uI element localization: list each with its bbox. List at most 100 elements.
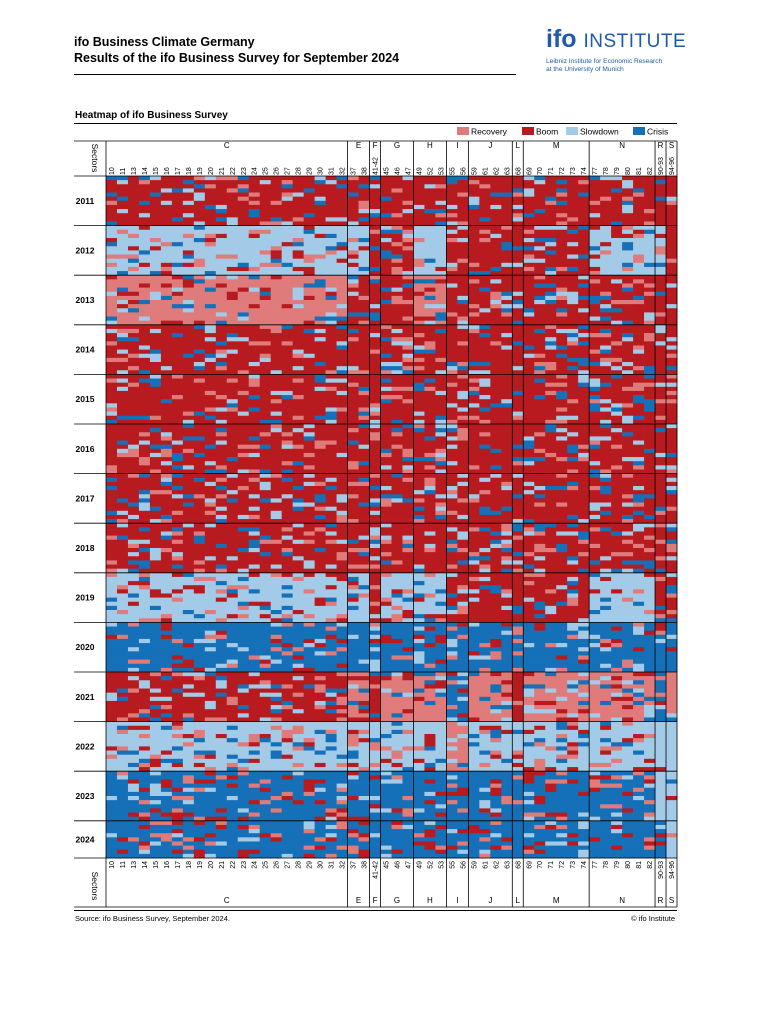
heatmap-cell — [303, 448, 315, 454]
heatmap-cell — [193, 717, 206, 722]
heatmap-cell — [281, 696, 294, 702]
heatmap-cell — [281, 510, 294, 516]
heatmap-cell — [138, 295, 151, 301]
heatmap-cell — [336, 849, 348, 855]
heatmap-cell — [106, 452, 118, 458]
heatmap-cell — [413, 605, 425, 611]
heatmap-cell — [171, 581, 184, 586]
heatmap-cell — [424, 477, 436, 483]
heatmap-cell — [116, 196, 129, 202]
heatmap-cell — [193, 316, 206, 322]
heatmap-cell — [171, 452, 184, 458]
heatmap-cell — [226, 630, 239, 636]
heatmap-cell — [116, 548, 129, 553]
heatmap-cell — [106, 242, 118, 247]
heatmap-cell — [237, 316, 250, 322]
heatmap-cell — [391, 659, 403, 665]
heatmap-cell — [270, 283, 283, 288]
heatmap-cell — [127, 233, 140, 239]
heatmap-cell — [248, 746, 261, 751]
heatmap-cell — [391, 692, 403, 698]
heatmap-cell — [402, 754, 414, 760]
heatmap-cell — [226, 238, 239, 243]
heatmap-cell — [336, 552, 348, 557]
heatmap-cell — [182, 626, 195, 632]
heatmap-cell — [215, 593, 228, 598]
heatmap-cell — [424, 514, 436, 520]
heatmap-cell — [347, 328, 359, 334]
heatmap-cell — [116, 242, 129, 247]
heatmap-cell — [127, 308, 140, 313]
heatmap-cell — [116, 457, 129, 462]
heatmap-cell — [171, 800, 184, 805]
heatmap-cell — [402, 622, 414, 627]
heatmap-cell — [215, 696, 228, 702]
heatmap-cell — [193, 762, 206, 768]
heatmap-cell — [149, 217, 162, 222]
heatmap-cell — [413, 560, 425, 565]
heatmap-cell — [138, 676, 151, 681]
heatmap-cell — [193, 192, 206, 198]
heatmap-cell — [270, 473, 283, 479]
heatmap-cell — [127, 680, 140, 685]
heatmap-cell — [193, 432, 206, 437]
heatmap-cell — [171, 626, 184, 632]
heatmap-cell — [424, 258, 436, 264]
heatmap-cell — [413, 734, 425, 739]
heatmap-cell — [292, 192, 304, 198]
heatmap-cell — [149, 523, 162, 528]
heatmap-cell — [116, 345, 129, 350]
heatmap-cell — [116, 605, 129, 611]
heatmap-cell — [402, 465, 414, 470]
heatmap-cell — [358, 353, 370, 359]
heatmap-cell — [413, 796, 425, 801]
heatmap-cell — [325, 552, 337, 557]
heatmap-cell — [215, 576, 228, 582]
heatmap-cell — [160, 176, 173, 181]
heatmap-cell — [149, 428, 162, 433]
heatmap-cell — [116, 436, 129, 441]
heatmap-cell — [303, 308, 315, 313]
heatmap-cell — [171, 597, 184, 603]
heatmap-cell — [149, 725, 162, 731]
heatmap-cell — [127, 448, 140, 454]
heatmap-cell — [204, 820, 217, 826]
heatmap-cell — [303, 229, 315, 235]
heatmap-cell — [292, 746, 304, 751]
heatmap-cell — [413, 572, 425, 578]
heatmap-cell — [226, 242, 239, 247]
heatmap-cell — [215, 742, 228, 747]
heatmap-cell — [391, 849, 403, 855]
heatmap-cell — [270, 295, 283, 301]
heatmap-cell — [193, 494, 206, 499]
heatmap-cell — [435, 204, 447, 210]
heatmap-cell — [314, 229, 326, 235]
heatmap-cell — [116, 370, 129, 375]
heatmap-cell — [347, 824, 359, 830]
heatmap-cell — [248, 258, 261, 264]
heatmap-cell — [391, 461, 403, 466]
heatmap-cell — [369, 696, 381, 702]
heatmap-cell — [325, 366, 337, 371]
heatmap-cell — [171, 791, 184, 797]
heatmap-cell — [281, 345, 294, 350]
heatmap-cell — [138, 238, 151, 243]
heatmap-cell — [391, 469, 403, 474]
heatmap-cell — [171, 779, 184, 784]
heatmap-cell — [402, 250, 414, 255]
heatmap-cell — [281, 638, 294, 644]
heatmap-cell — [424, 448, 436, 454]
heatmap-cell — [402, 461, 414, 466]
heatmap-cell — [380, 300, 392, 305]
heatmap-cell — [204, 519, 217, 524]
heatmap-cell — [413, 217, 425, 222]
heatmap-cell — [413, 494, 425, 499]
heatmap-cell — [391, 498, 403, 503]
heatmap-cell — [358, 783, 370, 789]
heatmap-cell — [424, 684, 436, 689]
heatmap-cell — [127, 204, 140, 210]
heatmap-cell — [314, 258, 326, 264]
heatmap-cell — [336, 424, 348, 429]
heatmap-cell — [424, 316, 436, 322]
heatmap-cell — [347, 581, 359, 586]
